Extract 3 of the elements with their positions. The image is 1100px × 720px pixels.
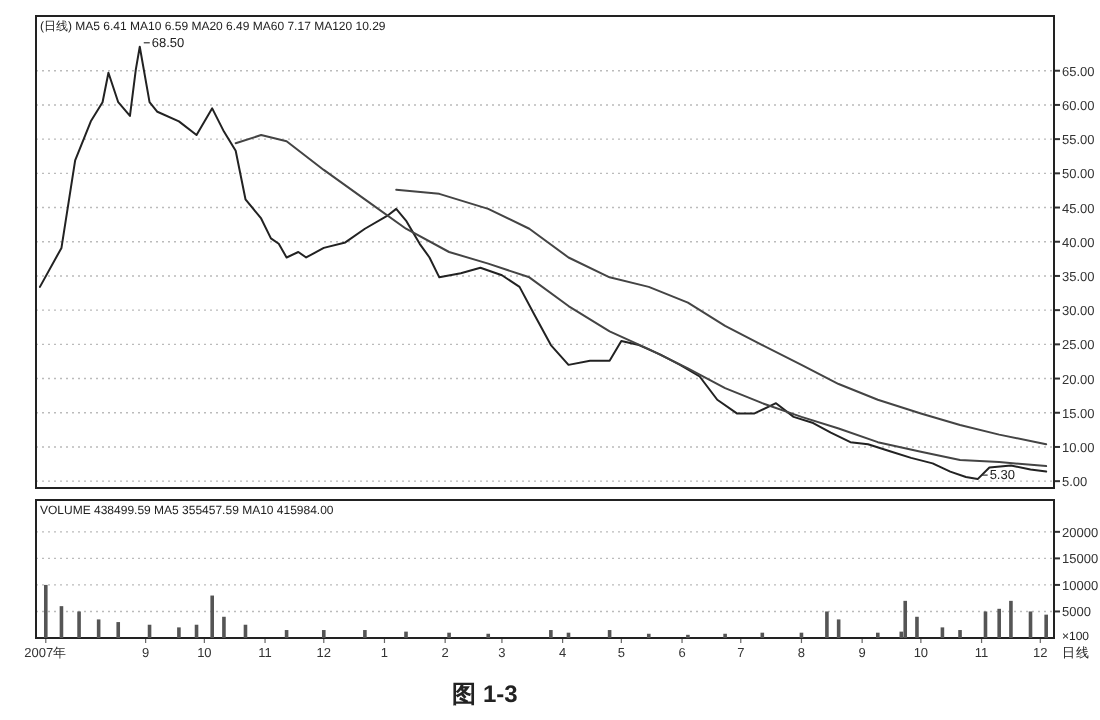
line-series [234,134,1048,468]
line-series [395,188,1048,446]
caption: 图 1-3 [452,680,519,708]
